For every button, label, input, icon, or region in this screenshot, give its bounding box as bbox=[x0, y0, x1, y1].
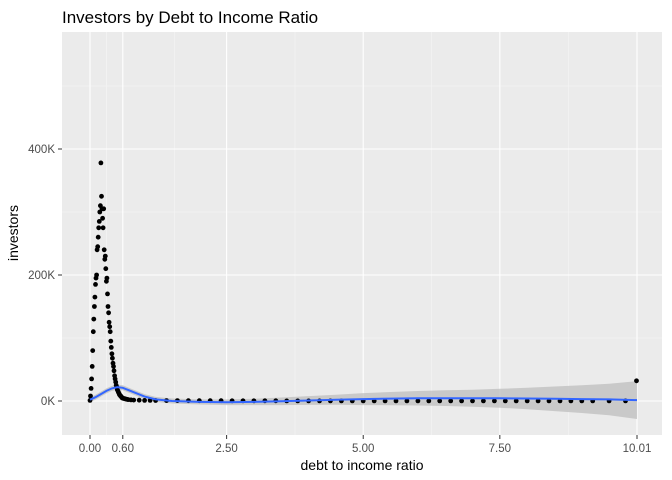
data-point bbox=[98, 160, 104, 166]
data-point bbox=[111, 368, 117, 374]
data-point bbox=[111, 364, 116, 369]
data-point bbox=[93, 282, 98, 287]
data-point bbox=[524, 398, 530, 404]
data-point bbox=[107, 329, 113, 335]
x-tick-label: 5.00 bbox=[352, 443, 374, 455]
data-point bbox=[105, 304, 111, 309]
data-point bbox=[92, 294, 98, 300]
data-point bbox=[106, 319, 112, 325]
data-point bbox=[88, 393, 93, 399]
data-point bbox=[101, 206, 107, 212]
y-axis-title: investors bbox=[5, 205, 21, 261]
data-point bbox=[96, 219, 102, 224]
data-point bbox=[107, 324, 113, 330]
data-point bbox=[91, 316, 97, 322]
data-point bbox=[426, 398, 432, 404]
x-axis-title: debt to income ratio bbox=[301, 457, 424, 473]
data-point bbox=[89, 364, 95, 369]
data-point bbox=[100, 225, 106, 231]
data-point bbox=[502, 398, 508, 404]
data-point bbox=[634, 378, 639, 384]
y-tick-label: 0K bbox=[41, 396, 55, 408]
data-point bbox=[88, 386, 94, 391]
y-axis-ticks: 0K 200K 400K bbox=[28, 144, 62, 408]
chart-title: Investors by Debt to Income Ratio bbox=[62, 8, 318, 27]
data-point bbox=[94, 272, 99, 278]
data-point bbox=[106, 310, 111, 316]
data-point bbox=[108, 345, 114, 350]
data-point bbox=[104, 275, 110, 281]
data-point bbox=[109, 351, 115, 357]
x-tick-label: 2.50 bbox=[215, 443, 237, 455]
data-point bbox=[90, 348, 96, 353]
data-point bbox=[142, 398, 148, 403]
minor-gridlines bbox=[62, 32, 662, 435]
data-point bbox=[513, 398, 519, 404]
data-point bbox=[95, 244, 101, 250]
data-point bbox=[102, 253, 108, 259]
y-tick-label: 400K bbox=[28, 144, 55, 156]
data-point bbox=[136, 397, 142, 403]
data-point bbox=[535, 398, 541, 404]
x-tick-label: 7.50 bbox=[489, 443, 511, 455]
data-point bbox=[96, 225, 102, 231]
trend-line-path bbox=[89, 386, 638, 404]
data-point bbox=[90, 329, 96, 335]
x-axis-ticks: 0.00 0.60 2.50 5.00 7.50 10.01 bbox=[79, 435, 652, 455]
data-point bbox=[95, 234, 101, 240]
data-point bbox=[103, 266, 109, 272]
data-point bbox=[131, 397, 137, 403]
data-point bbox=[99, 193, 104, 199]
x-tick-label: 0.00 bbox=[79, 443, 101, 455]
plot-panel bbox=[62, 32, 662, 435]
data-point bbox=[492, 398, 497, 404]
data-point bbox=[437, 398, 443, 404]
data-point bbox=[110, 355, 115, 361]
data-point bbox=[448, 398, 454, 404]
x-tick-label: 10.01 bbox=[623, 443, 652, 455]
data-point bbox=[404, 398, 410, 404]
trend-line bbox=[89, 386, 638, 404]
data-point bbox=[108, 338, 114, 344]
data-point bbox=[105, 291, 110, 297]
y-tick-label: 200K bbox=[28, 270, 55, 282]
data-point bbox=[459, 398, 464, 404]
data-point bbox=[100, 215, 105, 221]
data-point bbox=[101, 247, 107, 253]
data-point bbox=[470, 398, 475, 404]
data-point bbox=[89, 376, 94, 382]
x-tick-label: 0.60 bbox=[112, 443, 134, 455]
data-point bbox=[481, 398, 486, 404]
data-point bbox=[393, 398, 399, 404]
data-point bbox=[92, 304, 97, 309]
data-point bbox=[415, 398, 421, 404]
